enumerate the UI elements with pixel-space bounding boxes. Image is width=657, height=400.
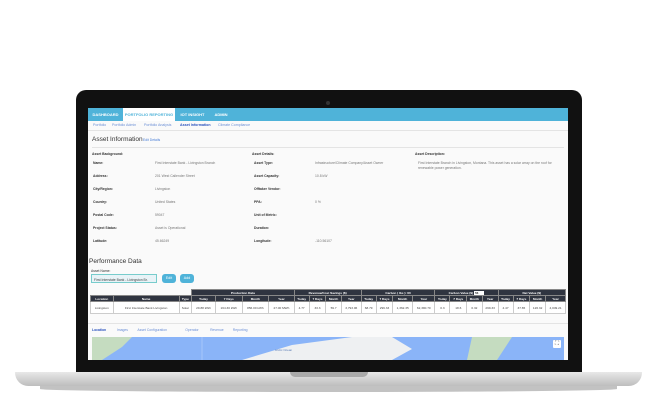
tab-iot-insight[interactable]: IOT INSIGHT — [180, 112, 205, 117]
camera-icon — [326, 101, 330, 105]
location-map[interactable]: Arctic Ocean ⛶ — [92, 337, 564, 360]
subnav-asset-information[interactable]: Asset Information — [180, 123, 211, 127]
field-label: Offtaker Vendor: — [254, 187, 281, 191]
divider — [88, 130, 568, 131]
tab-admin[interactable]: ADMIN — [214, 112, 228, 117]
bottom-tab-location[interactable]: Location — [92, 328, 107, 332]
table-cell: 29.88 kWh — [191, 301, 217, 314]
table-cell: Solar — [178, 301, 193, 314]
top-nav: DASHBOARD PORTFOLIO REPORTING IOT INSIGH… — [88, 108, 568, 121]
bottom-tab-reporting[interactable]: Reporting — [232, 328, 248, 332]
bottom-tab-operator[interactable]: Operator — [185, 328, 199, 332]
field-label: Longitude: — [254, 239, 272, 243]
tab-portfolio-reporting[interactable]: PORTFOLIO REPORTING — [123, 108, 175, 121]
field-label: Name: — [93, 161, 104, 165]
divider — [88, 323, 568, 324]
field-value: Asset is Operational — [155, 226, 186, 230]
bottom-tab-asset-configuration[interactable]: Asset Configuration — [137, 328, 167, 332]
table-cell: 27.00 MWh — [268, 301, 295, 314]
map-label: Arctic Ocean — [275, 348, 293, 352]
table-row: Livingston First Interstate Bank Livingst… — [90, 301, 566, 314]
table-cell: First Interstate Bank Livingston — [112, 301, 180, 314]
field-label: PPA: — [254, 200, 262, 204]
performance-table: Production Data Revenue/Cost Savings ($)… — [90, 289, 567, 314]
field-label: Country: — [93, 200, 108, 204]
fullscreen-icon[interactable]: ⛶ — [553, 340, 561, 348]
subnav-portfolio-analysis[interactable]: Portfolio Analysis — [144, 123, 172, 127]
field-label: City/Region: — [93, 187, 113, 191]
field-value: 201 West Callender Street — [155, 174, 195, 178]
map-land-shapes — [92, 337, 512, 360]
divider — [92, 147, 564, 148]
table-cell: 33.3 — [308, 301, 327, 314]
table-cell: 1,362.35 — [392, 301, 414, 314]
bottom-tab-images[interactable]: Images — [116, 328, 128, 332]
field-label: Asset Type: — [254, 161, 273, 165]
table-cell: 126.32 — [529, 301, 547, 314]
field-label: Unit of Metric: — [254, 213, 277, 217]
subnav-portfolio[interactable]: Portfolio — [93, 123, 107, 127]
field-value: Livingston — [155, 187, 171, 191]
asset-background-label: Asset Background: — [92, 152, 124, 156]
asset-details-label: Asset Details: — [252, 152, 275, 156]
field-value: 59047 — [155, 213, 165, 217]
laptop-base — [15, 372, 642, 386]
group-carbon-value-label: Carbon Value ($) — [448, 290, 474, 295]
table-cell: 59.7 — [325, 301, 342, 314]
table-cell: Livingston — [90, 301, 114, 314]
field-value: 0 % — [315, 200, 321, 204]
table-cell: 18.6 — [449, 301, 468, 314]
table-cell: 37.65 — [512, 301, 531, 314]
table-cell: 68.79 — [360, 301, 377, 314]
table-cell: 0.3 — [434, 301, 451, 314]
tab-dashboard[interactable]: DASHBOARD — [92, 112, 119, 117]
asset-info-title: Asset Information — [92, 136, 143, 143]
subnav-climate-compliance[interactable]: Climate Compliance — [218, 123, 251, 127]
field-value: United States — [155, 200, 176, 204]
field-value: Infrastructure/Climate Company/Asset Own… — [315, 161, 384, 165]
field-value: 10.8 kW — [315, 174, 328, 178]
table-cell: 856.00 kWh — [241, 301, 270, 314]
laptop-shadow — [40, 386, 617, 392]
table-cell: 4,049.21 — [545, 301, 566, 314]
asset-name-label: Asset Name: — [91, 269, 111, 273]
field-label: Asset Capacity: — [254, 174, 280, 178]
edit-button[interactable]: Edit — [162, 274, 176, 283]
app-screen: DASHBOARD PORTFOLIO REPORTING IOT INSIGH… — [88, 108, 568, 360]
table-cell: 4.47 — [497, 301, 514, 314]
subnav-portfolio-admin[interactable]: Portfolio Admin — [112, 123, 137, 127]
performance-title: Performance Data — [89, 258, 142, 265]
field-label: Latitude: — [93, 239, 108, 243]
edit-details-link[interactable]: Edit Details — [143, 138, 161, 142]
field-value: 45.66249 — [155, 239, 170, 243]
asset-description: First Interstate Branch in Livingston, M… — [418, 161, 552, 170]
table-cell: 0.32 — [466, 301, 483, 314]
table-cell: 164.30 kWh — [215, 301, 243, 314]
field-value: -110.56107 — [315, 239, 332, 243]
asset-description-label: Asset Description: — [415, 152, 445, 156]
table-cell: 4.77 — [293, 301, 310, 314]
table-cell: 299.33 — [375, 301, 394, 314]
bottom-tab-revenue[interactable]: Revenue — [210, 328, 224, 332]
field-label: Postal Code: — [93, 213, 114, 217]
carbon-value-input[interactable]: 56 — [473, 290, 485, 295]
add-button[interactable]: Add — [180, 274, 194, 283]
table-cell: 62,390.70 — [412, 301, 436, 314]
field-label: Duration: — [254, 226, 270, 230]
laptop-notch — [290, 372, 368, 377]
table-cell: 3,793.06 — [340, 301, 362, 314]
table-cell: 299.33 — [481, 301, 499, 314]
field-label: Address: — [93, 174, 108, 178]
field-label: Project Status: — [93, 226, 117, 230]
field-value: First Interstate Bank - Livingston Branc… — [155, 161, 216, 165]
asset-name-select[interactable]: First Interstate Bank - Livingston Br. — [91, 274, 157, 283]
